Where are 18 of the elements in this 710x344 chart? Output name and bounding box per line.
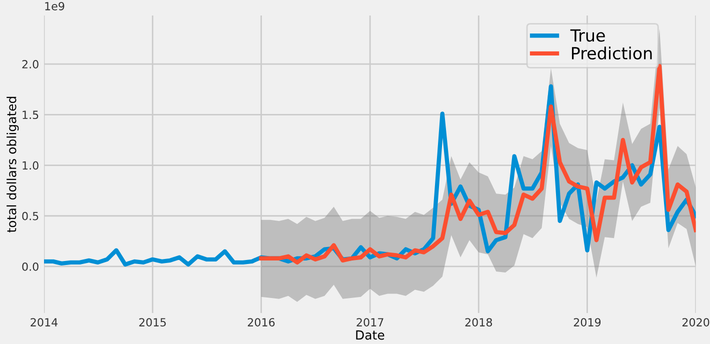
x-tick-label: 2014 xyxy=(30,318,58,326)
y-tick-label: 1.0 xyxy=(22,161,38,170)
line-series xyxy=(259,64,696,265)
y-tick-label: 2.0 xyxy=(22,60,38,68)
x-tick-label: 2016 xyxy=(248,318,275,326)
x-tick-label: 2019 xyxy=(574,318,601,326)
x-tick-label: 2017 xyxy=(356,318,384,326)
x-axis-title: Date xyxy=(356,330,384,340)
legend-label: Prediction xyxy=(572,46,652,60)
y-tick-label: 0.5 xyxy=(22,212,38,220)
legend-label: True xyxy=(570,29,605,42)
y-tick-label: 0.0 xyxy=(22,262,38,271)
x-tick-label: 2018 xyxy=(465,318,492,326)
y-axis-title: total dollars obligated xyxy=(6,96,19,232)
y-tick-label: 1.5 xyxy=(22,110,38,120)
x-tick-label: 2015 xyxy=(139,318,166,326)
x-tick-label: 2020 xyxy=(682,318,710,326)
text: 1e9 xyxy=(45,2,64,10)
